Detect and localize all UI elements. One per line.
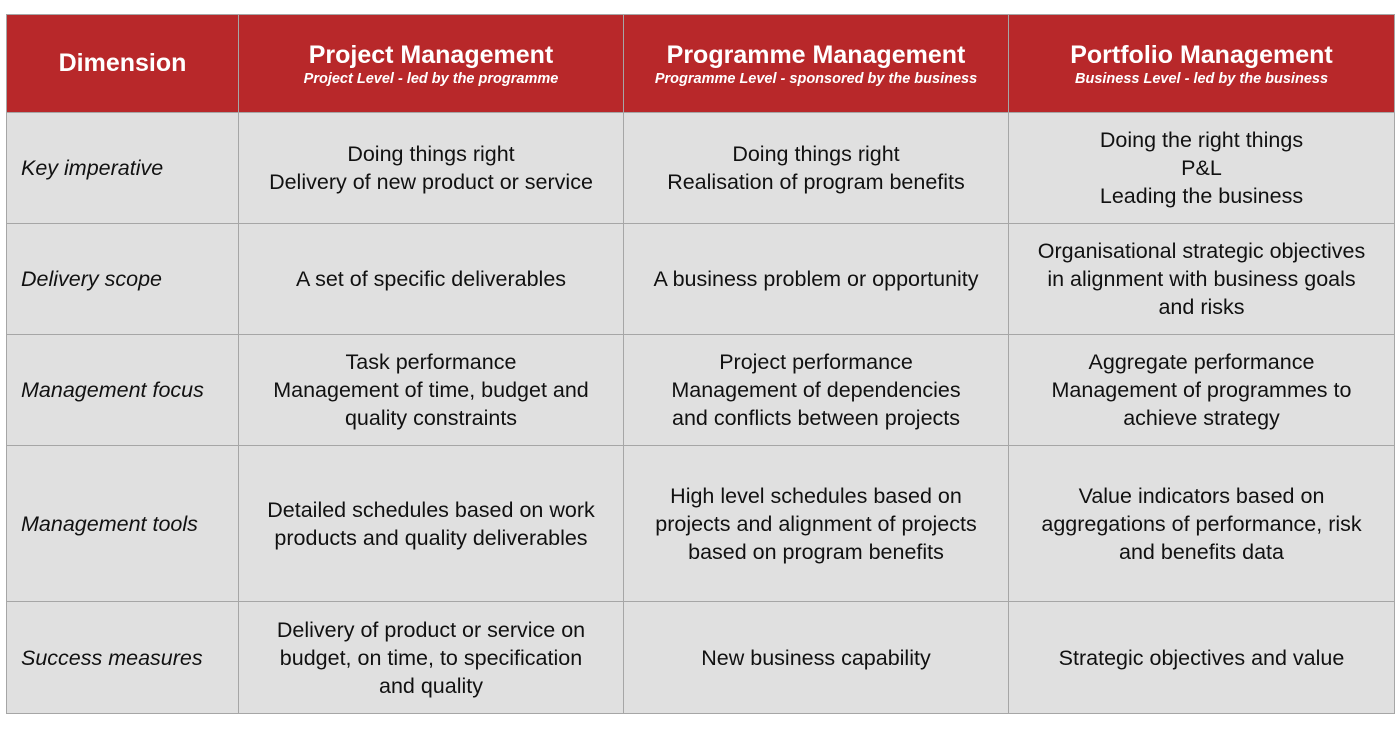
cell-line: projects and alignment of projects xyxy=(655,511,977,536)
cell-line: Strategic objectives and value xyxy=(1058,645,1345,670)
table-cell: Doing the right things P&L Leading the b… xyxy=(1008,112,1395,224)
header-subtitle: Project Level - led by the programme xyxy=(303,70,559,87)
cell-line: and conflicts between projects xyxy=(671,406,961,430)
table-cell: Detailed schedules based on work product… xyxy=(238,445,624,602)
table-cell: Doing things right Delivery of new produ… xyxy=(238,112,624,224)
table-cell: New business capability xyxy=(623,601,1009,714)
cell-line: New business capability xyxy=(701,645,931,670)
header-subtitle: Business Level - led by the business xyxy=(1074,70,1329,87)
cell-line: Delivery of new product or service xyxy=(269,170,593,194)
header-title: Portfolio Management xyxy=(1070,40,1333,69)
header-subtitle: Programme Level - sponsored by the busin… xyxy=(654,70,978,87)
row-dimension-label: Management tools xyxy=(6,445,239,602)
table-cell: Value indicators based on aggregations o… xyxy=(1008,445,1395,602)
cell-line: Doing things right xyxy=(732,142,900,166)
header-title: Project Management xyxy=(308,40,554,69)
cell-line: and benefits data xyxy=(1119,539,1284,564)
cell-line: Doing things right xyxy=(347,142,515,166)
cell-line: High level schedules based on xyxy=(670,483,962,508)
row-dimension-label: Management focus xyxy=(6,334,239,446)
table-row: Management focus Task performance Manage… xyxy=(6,334,1395,446)
cell-line: Project performance xyxy=(719,350,913,374)
cell-line: based on program benefits xyxy=(688,539,944,564)
table-cell: Task performance Management of time, bud… xyxy=(238,334,624,446)
table-cell: Doing things right Realisation of progra… xyxy=(623,112,1009,224)
cell-line: Management of time, budget and xyxy=(273,378,589,402)
row-dimension-label: Key imperative xyxy=(6,112,239,224)
cell-line: budget, on time, to specification xyxy=(279,645,583,670)
table-cell: A business problem or opportunity xyxy=(623,223,1009,335)
cell-line: Organisational strategic objectives xyxy=(1037,239,1366,263)
header-programme-management: Programme Management Programme Level - s… xyxy=(623,14,1009,113)
cell-line: Delivery of product or service on xyxy=(276,617,586,642)
table-row: Management tools Detailed schedules base… xyxy=(6,445,1395,602)
table-cell: Organisational strategic objectives in a… xyxy=(1008,223,1395,335)
table-row: Success measures Delivery of product or … xyxy=(6,601,1395,714)
header-row: Dimension Project Management Project Lev… xyxy=(6,14,1395,113)
cell-line: achieve strategy xyxy=(1123,406,1280,430)
table-row: Key imperative Doing things right Delive… xyxy=(6,112,1395,224)
header-portfolio-management: Portfolio Management Business Level - le… xyxy=(1008,14,1395,113)
cell-line: Realisation of program benefits xyxy=(667,170,965,194)
cell-line: quality constraints xyxy=(344,406,518,430)
cell-line: P&L xyxy=(1181,156,1222,180)
cell-line: Aggregate performance xyxy=(1088,350,1315,374)
header-project-management: Project Management Project Level - led b… xyxy=(238,14,624,113)
table-row: Delivery scope A set of specific deliver… xyxy=(6,223,1395,335)
cell-line: Leading the business xyxy=(1099,184,1304,208)
cell-line: Doing the right things xyxy=(1099,128,1304,152)
cell-line: Task performance xyxy=(345,350,517,374)
cell-line: Value indicators based on xyxy=(1078,483,1325,508)
cell-line: Management of programmes to xyxy=(1051,378,1352,402)
cell-line: and quality xyxy=(379,673,483,698)
table-cell: Project performance Management of depend… xyxy=(623,334,1009,446)
row-dimension-label: Success measures xyxy=(6,601,239,714)
cell-line: aggregations of performance, risk xyxy=(1041,511,1362,536)
table-cell: Delivery of product or service on budget… xyxy=(238,601,624,714)
header-dimension: Dimension xyxy=(6,14,239,113)
table-cell: High level schedules based on projects a… xyxy=(623,445,1009,602)
table-cell: Strategic objectives and value xyxy=(1008,601,1395,714)
table-cell: A set of specific deliverables xyxy=(238,223,624,335)
cell-line: A business problem or opportunity xyxy=(653,267,979,291)
comparison-table: Dimension Project Management Project Lev… xyxy=(6,14,1395,714)
table-cell: Aggregate performance Management of prog… xyxy=(1008,334,1395,446)
cell-line: products and quality deliverables xyxy=(274,525,588,550)
row-dimension-label: Delivery scope xyxy=(6,223,239,335)
cell-line: and risks xyxy=(1158,295,1245,319)
header-title: Programme Management xyxy=(666,40,966,69)
cell-line: Detailed schedules based on work xyxy=(267,497,595,522)
cell-line: A set of specific deliverables xyxy=(295,267,567,291)
cell-line: Management of dependencies xyxy=(671,378,961,402)
cell-line: in alignment with business goals xyxy=(1047,267,1356,291)
